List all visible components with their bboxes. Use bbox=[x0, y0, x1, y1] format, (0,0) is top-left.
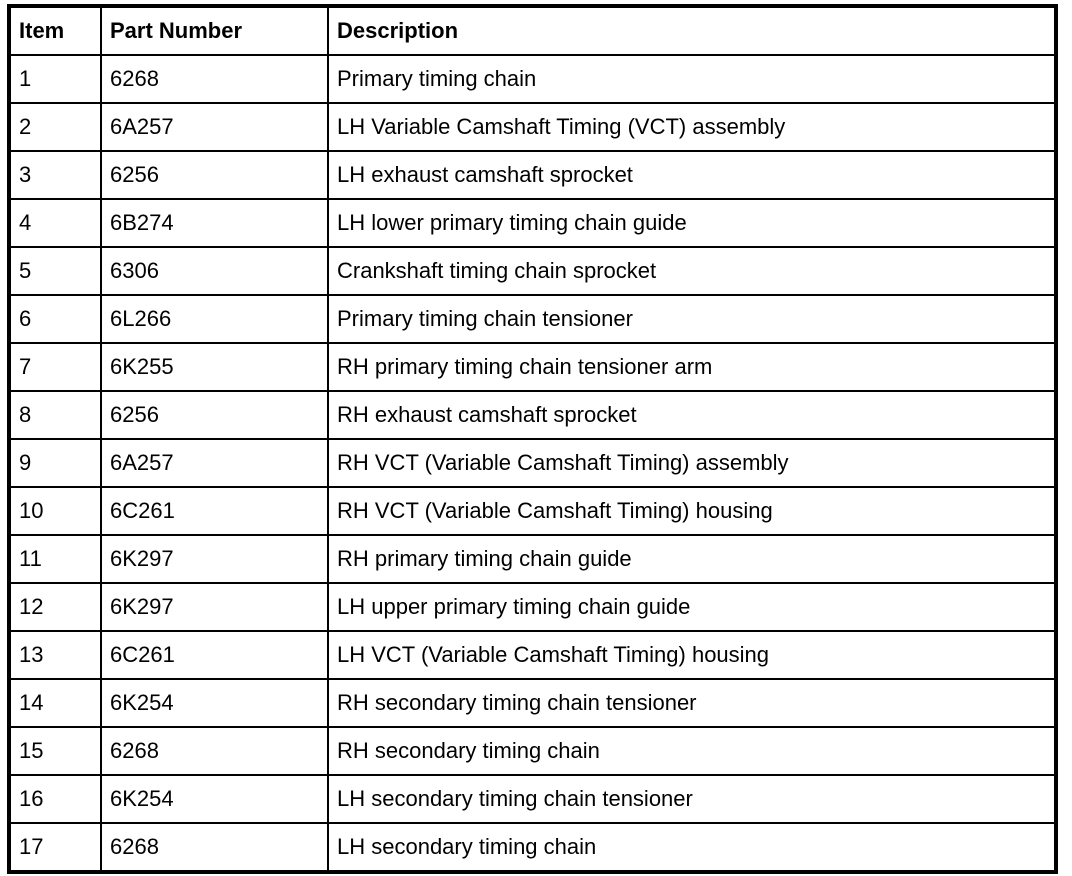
table-row: 17 6268 LH secondary timing chain bbox=[8, 822, 1057, 873]
cell-part-number: 6C261 bbox=[100, 630, 329, 680]
cell-item: 8 bbox=[8, 390, 102, 440]
cell-description: LH upper primary timing chain guide bbox=[327, 582, 1057, 632]
cell-item: 5 bbox=[8, 246, 102, 296]
cell-description: RH secondary timing chain bbox=[327, 726, 1057, 776]
cell-description: LH exhaust camshaft sprocket bbox=[327, 150, 1057, 200]
table-row: 12 6K297 LH upper primary timing chain gui… bbox=[8, 582, 1057, 632]
header-row: Item Part Number Description bbox=[8, 5, 1057, 56]
table-row: 10 6C261 RH VCT (Variable Camshaft Timing)… bbox=[8, 486, 1057, 536]
cell-description: LH secondary timing chain bbox=[327, 822, 1057, 873]
cell-part-number: 6268 bbox=[100, 726, 329, 776]
cell-item: 12 bbox=[8, 582, 102, 632]
table-row: 5 6306 Crankshaft timing chain sprocket bbox=[8, 246, 1057, 296]
cell-description: RH exhaust camshaft sprocket bbox=[327, 390, 1057, 440]
cell-part-number: 6K254 bbox=[100, 774, 329, 824]
table-row: 4 6B274 LH lower primary timing chain guid… bbox=[8, 198, 1057, 248]
table-row: 16 6K254 LH secondary timing chain tension… bbox=[8, 774, 1057, 824]
cell-part-number: 6K297 bbox=[100, 534, 329, 584]
table-row: 6 6L266 Primary timing chain tensioner bbox=[8, 294, 1057, 344]
cell-item: 11 bbox=[8, 534, 102, 584]
table-row: 9 6A257 RH VCT (Variable Camshaft Timing) … bbox=[8, 438, 1057, 488]
table-row: 15 6268 RH secondary timing chain bbox=[8, 726, 1057, 776]
table-row: 8 6256 RH exhaust camshaft sprocket bbox=[8, 390, 1057, 440]
cell-item: 4 bbox=[8, 198, 102, 248]
cell-description: LH lower primary timing chain guide bbox=[327, 198, 1057, 248]
cell-item: 10 bbox=[8, 486, 102, 536]
cell-item: 15 bbox=[8, 726, 102, 776]
header-description: Description bbox=[327, 5, 1057, 56]
cell-part-number: 6268 bbox=[100, 822, 329, 873]
cell-item: 7 bbox=[8, 342, 102, 392]
header-part-number: Part Number bbox=[100, 5, 329, 56]
cell-part-number: 6256 bbox=[100, 150, 329, 200]
cell-part-number: 6K297 bbox=[100, 582, 329, 632]
cell-description: LH Variable Camshaft Timing (VCT) assemb… bbox=[327, 102, 1057, 152]
cell-part-number: 6K254 bbox=[100, 678, 329, 728]
cell-part-number: 6L266 bbox=[100, 294, 329, 344]
table-row: 7 6K255 RH primary timing chain tensioner … bbox=[8, 342, 1057, 392]
cell-item: 16 bbox=[8, 774, 102, 824]
cell-item: 1 bbox=[8, 54, 102, 104]
table-row: 13 6C261 LH VCT (Variable Camshaft Timing)… bbox=[8, 630, 1057, 680]
table-row: 3 6256 LH exhaust camshaft sprocket bbox=[8, 150, 1057, 200]
cell-part-number: 6A257 bbox=[100, 438, 329, 488]
cell-part-number: 6K255 bbox=[100, 342, 329, 392]
cell-part-number: 6A257 bbox=[100, 102, 329, 152]
cell-part-number: 6B274 bbox=[100, 198, 329, 248]
cell-description: LH VCT (Variable Camshaft Timing) housin… bbox=[327, 630, 1057, 680]
cell-part-number: 6306 bbox=[100, 246, 329, 296]
cell-description: RH primary timing chain guide bbox=[327, 534, 1057, 584]
cell-description: Primary timing chain bbox=[327, 54, 1057, 104]
cell-description: RH VCT (Variable Camshaft Timing) assemb… bbox=[327, 438, 1057, 488]
cell-part-number: 6268 bbox=[100, 54, 329, 104]
cell-item: 13 bbox=[8, 630, 102, 680]
table-row: 14 6K254 RH secondary timing chain tension… bbox=[8, 678, 1057, 728]
header-item: Item bbox=[8, 5, 102, 56]
cell-description: Primary timing chain tensioner bbox=[327, 294, 1057, 344]
cell-item: 2 bbox=[8, 102, 102, 152]
table-row: 1 6268 Primary timing chain bbox=[8, 54, 1057, 104]
cell-part-number: 6256 bbox=[100, 390, 329, 440]
cell-part-number: 6C261 bbox=[100, 486, 329, 536]
cell-item: 6 bbox=[8, 294, 102, 344]
cell-description: RH primary timing chain tensioner arm bbox=[327, 342, 1057, 392]
cell-description: RH secondary timing chain tensioner bbox=[327, 678, 1057, 728]
cell-description: Crankshaft timing chain sprocket bbox=[327, 246, 1057, 296]
table-row: 11 6K297 RH primary timing chain guide bbox=[8, 534, 1057, 584]
table-row: 2 6A257 LH Variable Camshaft Timing (VCT) … bbox=[8, 102, 1057, 152]
cell-item: 9 bbox=[8, 438, 102, 488]
parts-table: Item Part Number Description 1 6268 Primar… bbox=[7, 4, 1058, 874]
cell-description: RH VCT (Variable Camshaft Timing) housin… bbox=[327, 486, 1057, 536]
cell-item: 14 bbox=[8, 678, 102, 728]
cell-description: LH secondary timing chain tensioner bbox=[327, 774, 1057, 824]
table-body: 1 6268 Primary timing chain 2 6A257 LH Variab… bbox=[8, 54, 1057, 873]
cell-item: 3 bbox=[8, 150, 102, 200]
cell-item: 17 bbox=[8, 822, 102, 873]
